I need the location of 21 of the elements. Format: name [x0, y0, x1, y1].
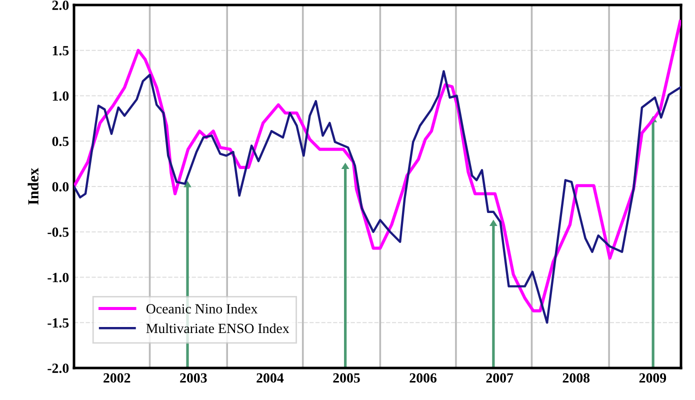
y-axis-title: Index — [28, 168, 38, 205]
y-tick-label: 1.5 — [52, 46, 69, 56]
y-tick-label: 0.0 — [52, 182, 69, 192]
y-tick-label: -1.5 — [48, 318, 69, 328]
y-tick-label: 0.5 — [52, 136, 69, 146]
legend-label: Multivariate ENSO Index — [146, 323, 290, 334]
line-series — [74, 70, 681, 324]
y-tick-label: -2.0 — [48, 364, 69, 374]
x-tick-label: 2005 — [333, 373, 360, 383]
x-tick-label: 2006 — [410, 373, 437, 383]
legend-label: Oceanic Nino Index — [146, 304, 258, 314]
x-tick-label: 2008 — [562, 373, 590, 383]
x-tick-label: 2009 — [639, 373, 666, 383]
y-tick-label: 2.0 — [52, 0, 69, 10]
y-tick-label: 1.0 — [52, 91, 69, 101]
x-tick-label: 2007 — [486, 373, 514, 383]
x-tick-label: 2003 — [180, 373, 207, 383]
y-tick-label: -1.0 — [48, 272, 69, 282]
x-tick-label: 2004 — [256, 373, 284, 383]
x-tick-label: 2002 — [104, 373, 130, 383]
y-tick-label: -0.5 — [48, 227, 69, 237]
